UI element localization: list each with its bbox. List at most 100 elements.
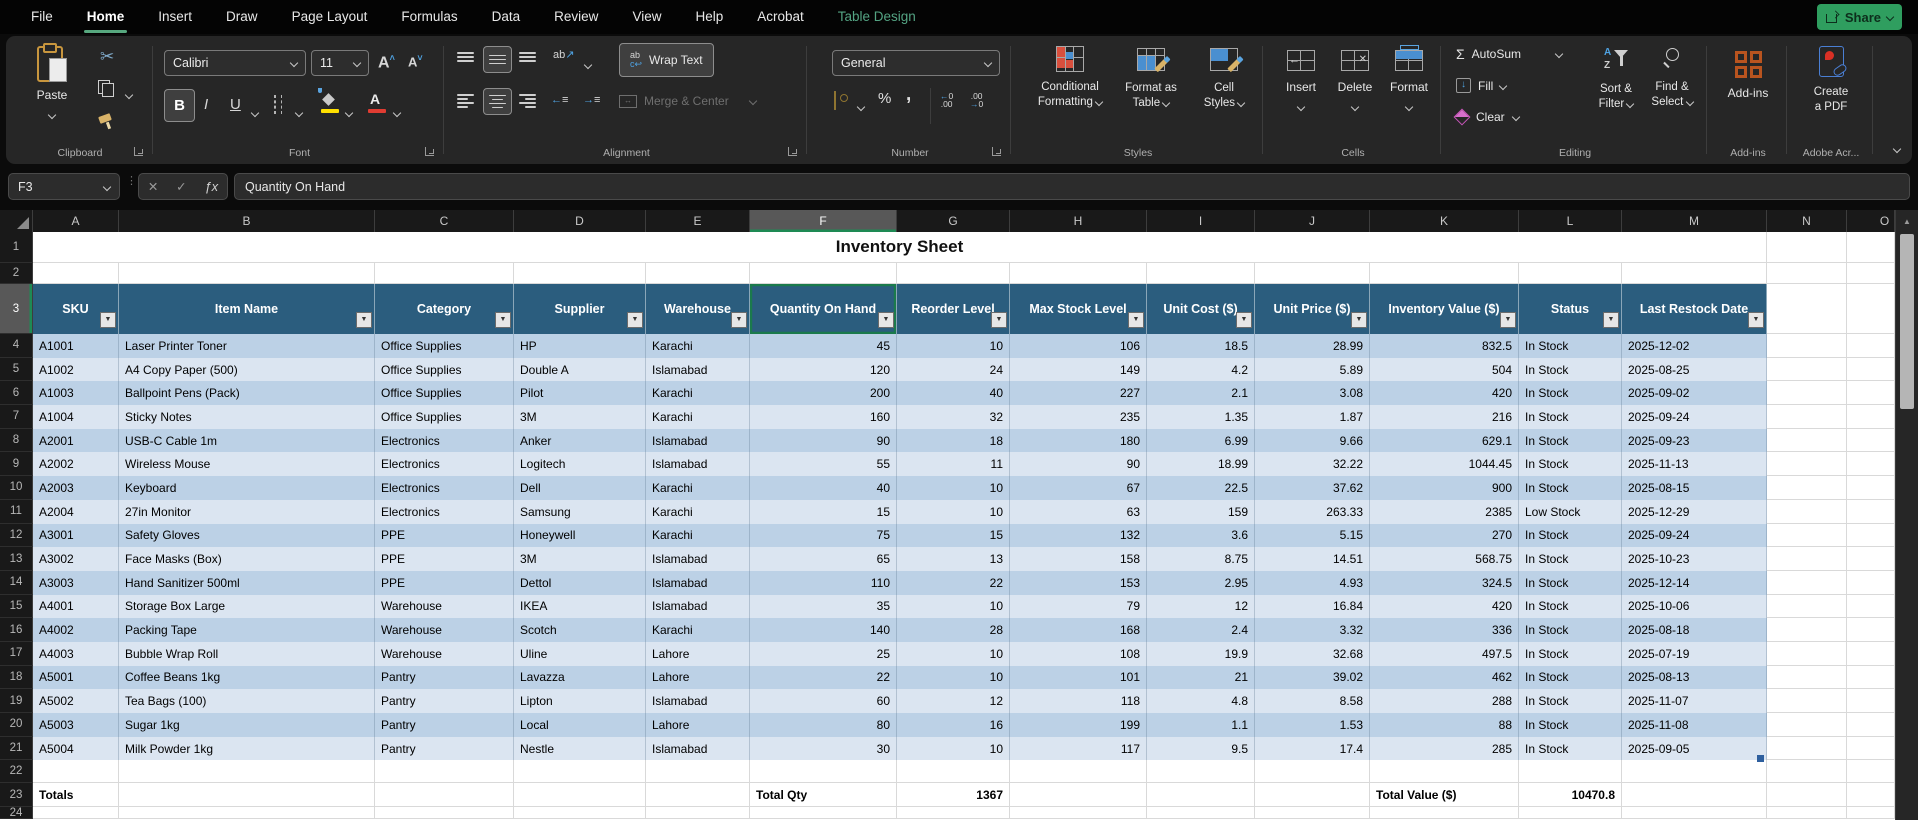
- cell-E11[interactable]: Karachi: [646, 500, 750, 524]
- cell-E6[interactable]: Karachi: [646, 381, 750, 405]
- increase-indent-button[interactable]: →≡: [583, 94, 600, 106]
- table-resize-handle[interactable]: [1757, 755, 1764, 762]
- filter-button-C[interactable]: [495, 312, 511, 328]
- cell-M6[interactable]: 2025-09-02: [1622, 381, 1767, 405]
- filter-button-K[interactable]: [1500, 312, 1516, 328]
- cell-F13[interactable]: 65: [750, 547, 897, 571]
- cell-C20[interactable]: Pantry: [375, 713, 514, 737]
- formula-input[interactable]: Quantity On Hand: [234, 173, 1910, 200]
- cell-H21[interactable]: 117: [1010, 737, 1147, 761]
- row-header-7[interactable]: 7: [0, 405, 33, 429]
- cell-A6[interactable]: A1003: [33, 381, 119, 405]
- cell-O24[interactable]: [1847, 807, 1895, 819]
- orientation-dropdown[interactable]: [585, 56, 591, 74]
- cell-J24[interactable]: [1255, 807, 1370, 819]
- cell-G6[interactable]: 40: [897, 381, 1010, 405]
- cell-B8[interactable]: USB-C Cable 1m: [119, 429, 375, 453]
- cell-F10[interactable]: 40: [750, 476, 897, 500]
- filter-button-G[interactable]: [991, 312, 1007, 328]
- format-cells-button[interactable]: Format: [1384, 50, 1434, 116]
- cell-N20[interactable]: [1767, 713, 1847, 737]
- cell-J8[interactable]: 9.66: [1255, 429, 1370, 453]
- cell-I21[interactable]: 9.5: [1147, 737, 1255, 761]
- menu-tab-insert[interactable]: Insert: [149, 0, 201, 34]
- cell-O21[interactable]: [1847, 737, 1895, 761]
- filter-button-I[interactable]: [1236, 312, 1252, 328]
- row-header-18[interactable]: 18: [0, 666, 33, 690]
- cell-H2[interactable]: [1010, 263, 1147, 284]
- cell-A15[interactable]: A4001: [33, 595, 119, 619]
- row-header-2[interactable]: 2: [0, 263, 33, 284]
- cell-D23[interactable]: [514, 783, 646, 807]
- cell-G12[interactable]: 15: [897, 524, 1010, 548]
- italic-button[interactable]: I: [204, 97, 208, 112]
- cell-K24[interactable]: [1370, 807, 1519, 819]
- filter-button-D[interactable]: [627, 312, 643, 328]
- cell-M10[interactable]: 2025-08-15: [1622, 476, 1767, 500]
- cell-O23[interactable]: [1847, 783, 1895, 807]
- cell-F8[interactable]: 90: [750, 429, 897, 453]
- cell-I9[interactable]: 18.99: [1147, 452, 1255, 476]
- cell-F23[interactable]: Total Qty: [750, 783, 897, 807]
- cell-C11[interactable]: Electronics: [375, 500, 514, 524]
- cell-G8[interactable]: 18: [897, 429, 1010, 453]
- cell-L18[interactable]: In Stock: [1519, 666, 1622, 690]
- cell-F7[interactable]: 160: [750, 405, 897, 429]
- cell-L9[interactable]: In Stock: [1519, 452, 1622, 476]
- cell-B6[interactable]: Ballpoint Pens (Pack): [119, 381, 375, 405]
- cell-H13[interactable]: 158: [1010, 547, 1147, 571]
- cell-L12[interactable]: In Stock: [1519, 524, 1622, 548]
- cell-K6[interactable]: 420: [1370, 381, 1519, 405]
- cell-F14[interactable]: 110: [750, 571, 897, 595]
- cell-F2[interactable]: [750, 263, 897, 284]
- cell-K4[interactable]: 832.5: [1370, 334, 1519, 358]
- cell-F22[interactable]: [750, 760, 897, 783]
- filter-button-B[interactable]: [356, 312, 372, 328]
- paste-button[interactable]: Paste: [24, 44, 80, 124]
- cell-B5[interactable]: A4 Copy Paper (500): [119, 358, 375, 382]
- autosum-button[interactable]: Σ AutoSum: [1456, 46, 1562, 62]
- cell-H17[interactable]: 108: [1010, 642, 1147, 666]
- cell-A17[interactable]: A4003: [33, 642, 119, 666]
- underline-dropdown[interactable]: [252, 104, 258, 122]
- row-header-16[interactable]: 16: [0, 618, 33, 642]
- menu-tab-acrobat[interactable]: Acrobat: [748, 0, 813, 34]
- menu-tab-data[interactable]: Data: [483, 0, 530, 34]
- cell-N23[interactable]: [1767, 783, 1847, 807]
- cell-H6[interactable]: 227: [1010, 381, 1147, 405]
- cell-B16[interactable]: Packing Tape: [119, 618, 375, 642]
- cell-N4[interactable]: [1767, 334, 1847, 358]
- cell-D14[interactable]: Dettol: [514, 571, 646, 595]
- align-right-button[interactable]: [519, 94, 536, 108]
- cell-A13[interactable]: A3002: [33, 547, 119, 571]
- cell-K9[interactable]: 1044.45: [1370, 452, 1519, 476]
- row-header-1[interactable]: 1: [0, 232, 33, 263]
- cell-E24[interactable]: [646, 807, 750, 819]
- cell-N6[interactable]: [1767, 381, 1847, 405]
- cell-B3[interactable]: Item Name: [119, 284, 375, 334]
- cell-O5[interactable]: [1847, 358, 1895, 382]
- cell-H3[interactable]: Max Stock Level: [1010, 284, 1147, 334]
- cell-O17[interactable]: [1847, 642, 1895, 666]
- cell-I19[interactable]: 4.8: [1147, 689, 1255, 713]
- insert-function-icon[interactable]: ƒx: [204, 179, 218, 194]
- cell-B4[interactable]: Laser Printer Toner: [119, 334, 375, 358]
- cell-N13[interactable]: [1767, 547, 1847, 571]
- cell-A24[interactable]: [33, 807, 119, 819]
- cell-B7[interactable]: Sticky Notes: [119, 405, 375, 429]
- cell-O6[interactable]: [1847, 381, 1895, 405]
- cell-L17[interactable]: In Stock: [1519, 642, 1622, 666]
- cell-A16[interactable]: A4002: [33, 618, 119, 642]
- row-header-19[interactable]: 19: [0, 689, 33, 713]
- cell-H9[interactable]: 90: [1010, 452, 1147, 476]
- row-header-5[interactable]: 5: [0, 358, 33, 382]
- cell-O13[interactable]: [1847, 547, 1895, 571]
- cell-O18[interactable]: [1847, 666, 1895, 690]
- cell-B17[interactable]: Bubble Wrap Roll: [119, 642, 375, 666]
- cell-F19[interactable]: 60: [750, 689, 897, 713]
- cell-D3[interactable]: Supplier: [514, 284, 646, 334]
- cell-G21[interactable]: 10: [897, 737, 1010, 761]
- menu-tab-draw[interactable]: Draw: [217, 0, 267, 34]
- cell-J6[interactable]: 3.08: [1255, 381, 1370, 405]
- cell-B24[interactable]: [119, 807, 375, 819]
